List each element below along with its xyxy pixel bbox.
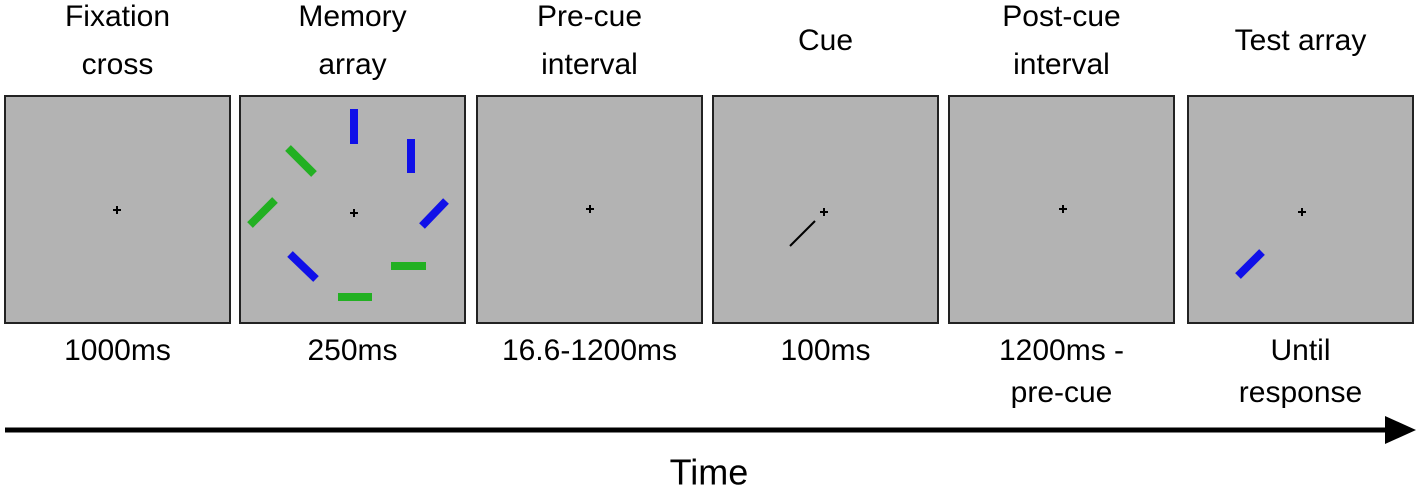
cue-line (789, 220, 816, 247)
fixation-cross (1059, 205, 1067, 213)
stage-title: interval (541, 48, 638, 81)
stage-title: Cue (798, 24, 853, 57)
stage-duration: 1200ms - (999, 334, 1124, 367)
test-bar (1235, 249, 1265, 279)
green-bar (247, 197, 278, 228)
stage-panel (239, 95, 466, 324)
stage-title: Post-cue (1002, 0, 1120, 33)
stage-panel (712, 95, 939, 324)
time-arrowhead (1385, 416, 1416, 444)
stage: Memory array 250ms (239, 0, 466, 367)
fixation-cross (113, 206, 121, 214)
fixation-cross (586, 205, 594, 213)
time-label: Time (670, 452, 749, 493)
fixation-cross (350, 209, 358, 217)
blue-bar (287, 251, 319, 282)
stage-title: interval (1013, 48, 1110, 81)
green-bar (285, 145, 317, 177)
stage-title: Test array (1235, 24, 1367, 57)
stage-duration: 100ms (780, 334, 870, 367)
stage: Cue 100ms (712, 24, 939, 367)
stage-duration: response (1239, 376, 1362, 409)
stage-duration: 1000ms (64, 334, 171, 367)
blue-bar (419, 198, 449, 229)
stage-duration: 250ms (307, 334, 397, 367)
stage: Fixation cross 1000ms (4, 0, 231, 367)
stage-duration: pre-cue (1011, 376, 1113, 409)
stage-duration: Until (1270, 334, 1330, 367)
stage-title: Memory (298, 0, 406, 33)
stage-duration: 16.6-1200ms (502, 334, 677, 367)
stage-title: Pre-cue (537, 0, 642, 33)
stage: Pre-cue interval 16.6-1200ms (476, 0, 703, 367)
panels: Fixation cross 1000ms Memory array 250ms Pre-c… (4, 0, 1414, 409)
fixation-cross (820, 208, 828, 216)
stage-title: Fixation (65, 0, 170, 33)
stage-title: array (318, 48, 386, 81)
stage-title: cross (82, 48, 154, 81)
stimuli (247, 109, 1265, 301)
stage: Post-cue interval 1200ms - pre-cue (948, 0, 1175, 409)
stage-panel (1187, 95, 1414, 324)
stage: Test array Until response (1187, 24, 1414, 409)
fixation-cross (1298, 208, 1306, 216)
